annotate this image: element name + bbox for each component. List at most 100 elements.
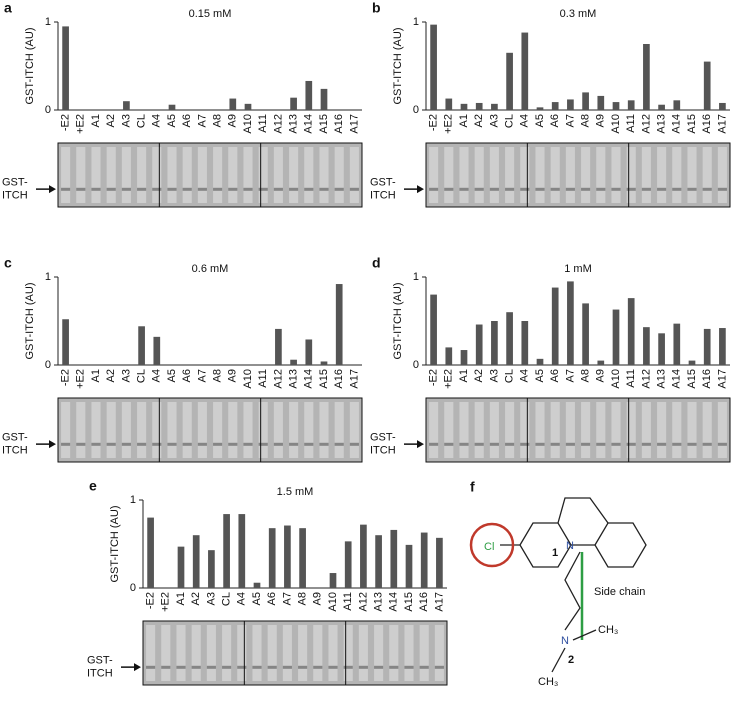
cl-highlight (469, 522, 515, 568)
gel-band (121, 442, 131, 446)
x-tick-label: A3 (488, 114, 500, 127)
chart-title: 0.3 mM (560, 8, 597, 20)
gel-band (167, 187, 177, 191)
gel-lane (152, 147, 162, 203)
gel-band (459, 442, 469, 446)
gel-lane (243, 402, 253, 458)
gel-band (550, 187, 560, 191)
x-tick-label: A7 (196, 114, 208, 127)
x-tick-label: A15 (318, 369, 330, 389)
x-tick-label: A10 (610, 369, 622, 389)
x-tick-label: A6 (181, 369, 193, 382)
gel-lane (505, 402, 515, 458)
gel-lane (535, 147, 545, 203)
x-tick-label: A5 (166, 114, 178, 127)
gel-band (197, 442, 207, 446)
gel-lane (349, 402, 359, 458)
bar (627, 100, 635, 110)
gel-lane (304, 402, 314, 458)
gel-lane (273, 147, 283, 203)
gel-band (489, 442, 499, 446)
gel-lane (76, 147, 86, 203)
bar (475, 102, 483, 110)
gel-lane (489, 147, 499, 203)
y-tick-label: 1 (45, 16, 51, 28)
x-tick-label: A8 (297, 592, 309, 605)
bar (460, 350, 468, 365)
gel-band (152, 442, 162, 446)
gel-lane (550, 147, 560, 203)
gel-band (444, 187, 454, 191)
chart-panel: b 0.3 mM GST-ITCH (AU) 0 1 -E2 +E2 A1 A2 A3 CL A4 A5… (370, 0, 731, 208)
gel-band (535, 187, 545, 191)
x-tick-label: A13 (656, 114, 668, 134)
bar (253, 582, 261, 588)
gel-band (389, 665, 399, 669)
x-tick-label: A10 (327, 592, 339, 612)
gel-lane (374, 625, 384, 681)
gel-lane (228, 402, 238, 458)
chart-title: 0.15 mM (189, 8, 232, 20)
gel-band (289, 442, 299, 446)
gel-band (76, 442, 86, 446)
gel-band (474, 442, 484, 446)
gel-band (520, 442, 530, 446)
gel-band (273, 187, 283, 191)
y-axis-label: GST-ITCH (AU) (392, 28, 404, 105)
panel-letter: b (372, 0, 381, 16)
side-chain-label: Side chain (594, 586, 645, 598)
gel-band (243, 442, 253, 446)
gel-image (57, 142, 363, 208)
bar (335, 284, 343, 365)
x-tick-label: A14 (388, 592, 400, 612)
bar (390, 529, 398, 588)
bar (521, 32, 529, 111)
bar (703, 328, 711, 365)
gel-band (328, 665, 338, 669)
gel-lane (459, 402, 469, 458)
gel-band (182, 442, 192, 446)
gel-lane (611, 147, 621, 203)
gel-lane (657, 402, 667, 458)
x-tick-label: A7 (196, 369, 208, 382)
gel-lane (206, 625, 216, 681)
gel-lane (243, 147, 253, 203)
gel-lane (197, 147, 207, 203)
x-tick-label: A16 (333, 114, 345, 134)
atom-number: 1 (552, 547, 558, 559)
atom-number: 2 (568, 654, 574, 666)
x-tick-label: A4 (519, 369, 531, 382)
x-tick-label: -E2 (428, 114, 440, 131)
gel-band (304, 187, 314, 191)
bar (551, 287, 559, 365)
y-axis-label: GST-ITCH (AU) (24, 283, 36, 360)
x-tick-label: A1 (458, 369, 470, 382)
gel-lane (121, 402, 131, 458)
gel-lane (222, 625, 232, 681)
y-tick-label: 1 (130, 494, 136, 506)
gel-lane (434, 625, 444, 681)
gel-lane (702, 402, 712, 458)
x-tick-label: CL (136, 369, 148, 383)
gel-band (611, 442, 621, 446)
gel-band (565, 442, 575, 446)
y-axis-label: GST-ITCH (AU) (109, 506, 121, 583)
gel-band (404, 665, 414, 669)
gel-band (374, 665, 384, 669)
x-tick-label: A15 (686, 369, 698, 389)
x-tick-label: A12 (272, 114, 284, 134)
x-tick-label: A3 (120, 369, 132, 382)
y-tick-label: 1 (413, 16, 419, 28)
gel-arrowhead (417, 185, 424, 194)
x-tick-label: A5 (534, 114, 546, 127)
gel-lane (626, 147, 636, 203)
gel-lane (334, 402, 344, 458)
x-tick-label: A12 (640, 369, 652, 389)
gel-band (641, 187, 651, 191)
bar (305, 80, 313, 110)
x-tick-label: A6 (549, 114, 561, 127)
gel-lane (304, 147, 314, 203)
x-tick-label: A9 (595, 369, 607, 382)
x-tick-label: A11 (257, 114, 269, 133)
gel-lane (213, 147, 223, 203)
